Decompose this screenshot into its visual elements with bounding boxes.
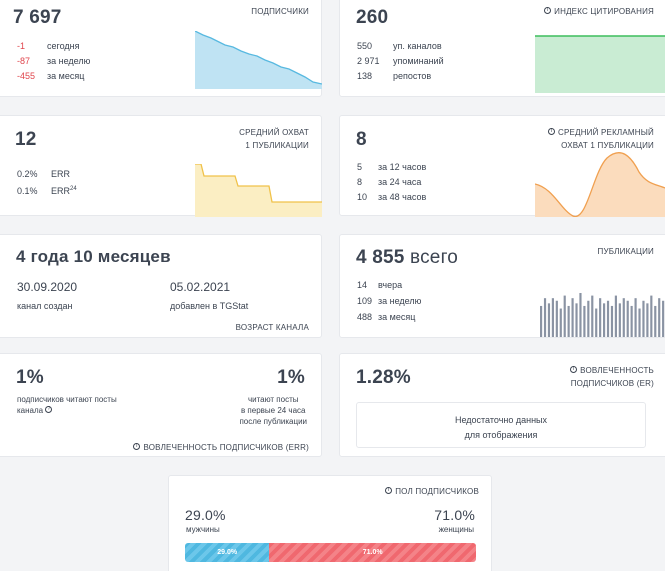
channel-age-label: ВОЗРАСТ КАНАЛА — [235, 323, 309, 332]
ad-reach-row-24h: 8 за 24 часа — [357, 177, 422, 187]
err-card: 1% подписчиков читают посты канала ? 1% ч… — [0, 353, 322, 457]
publication-bar — [567, 305, 570, 337]
publication-bar — [583, 305, 586, 337]
publication-bar — [571, 298, 574, 337]
publications-chart — [540, 293, 665, 337]
err-right-text: читают посты в первые 24 часа после публик… — [239, 395, 307, 426]
info-icon[interactable]: i — [544, 7, 552, 15]
publication-bar — [579, 293, 582, 337]
publication-bar — [599, 298, 602, 337]
publication-bar — [654, 305, 657, 337]
publication-bar — [646, 303, 649, 337]
publication-bar — [658, 298, 661, 337]
publications-row-month: 488 за месяц — [357, 312, 416, 322]
female-bar-segment: 71.0% — [269, 543, 476, 562]
male-label: мужчины — [186, 525, 220, 534]
gender-bar: 29.0% 71.0% — [185, 543, 476, 562]
publication-bar — [638, 308, 641, 337]
publication-bar — [634, 298, 637, 337]
publication-bar — [563, 295, 566, 337]
subscribers-chart — [195, 31, 322, 89]
channel-age-card: 4 года 10 месяцев 30.09.2020 канал созда… — [0, 234, 322, 338]
help-icon[interactable]: ? — [45, 406, 53, 414]
publications-row-week: 109 за неделю — [357, 296, 422, 306]
citation-row-reposts: 138 репостов — [357, 71, 432, 81]
subscribers-card: 7 697 ПОДПИСЧИКИ -1 сегодня -87 за неделю … — [0, 0, 322, 97]
er-label: i ВОВЛЕЧЕННОСТЬ ПОДПИСЧИКОВ (ER) — [570, 366, 654, 388]
reach-chart — [195, 164, 322, 217]
subscribers-label: ПОДПИСЧИКИ — [251, 7, 309, 16]
subscribers-row-today: -1 сегодня — [17, 41, 80, 51]
citation-label: i ИНДЕКС ЦИТИРОВАНИЯ — [544, 5, 654, 18]
publications-count: 4 855 всего — [356, 247, 459, 268]
publications-card: 4 855 всего ПУБЛИКАЦИИ 14 вчера 109 за нед… — [339, 234, 665, 338]
info-icon[interactable]: i — [385, 487, 393, 495]
publication-bar — [630, 305, 633, 337]
publication-bar — [603, 303, 606, 337]
ad-reach-count: 8 — [356, 129, 367, 150]
publications-label: ПУБЛИКАЦИИ — [597, 247, 654, 256]
citation-count: 260 — [356, 7, 389, 28]
reach-count: 12 — [15, 129, 37, 150]
err-left-value: 1% — [16, 367, 44, 388]
ad-reach-label: i СРЕДНИЙ РЕКЛАМНЫЙ ОХВАТ 1 ПУБЛИКАЦИИ — [548, 126, 654, 152]
citation-card: 260 i ИНДЕКС ЦИТИРОВАНИЯ 550 уп. каналов 2… — [339, 0, 665, 97]
publications-row-yesterday: 14 вчера — [357, 280, 403, 290]
citation-chart — [535, 35, 665, 93]
info-icon[interactable]: i — [570, 366, 578, 374]
created-date: 30.09.2020 — [17, 280, 78, 294]
publication-bar — [614, 295, 617, 337]
err-left-text: подписчиков читают посты канала ? — [17, 395, 117, 415]
er-card: 1.28% i ВОВЛЕЧЕННОСТЬ ПОДПИСЧИКОВ (ER) Нед… — [339, 353, 665, 457]
subscribers-row-month: -455 за месяц — [17, 71, 85, 81]
publication-bar — [543, 298, 547, 337]
subscribers-count: 7 697 — [13, 7, 62, 28]
gender-label: i ПОЛ ПОДПИСЧИКОВ — [385, 485, 479, 498]
publication-bar — [591, 295, 594, 337]
reach-row-err24: 0.1% ERR 24 — [17, 186, 77, 196]
reach-label: СРЕДНИЙ ОХВАТ 1 ПУБЛИКАЦИИ — [239, 128, 309, 150]
err-label: i ВОВЛЕЧЕННОСТЬ ПОДПИСЧИКОВ (ERR) — [133, 441, 309, 454]
male-bar-segment: 29.0% — [185, 543, 270, 562]
publication-bar — [650, 295, 653, 337]
publication-bar — [587, 300, 590, 337]
added-label: добавлен в TGStat — [170, 301, 249, 311]
ad-reach-row-12h: 5 за 12 часов — [357, 162, 427, 172]
err-right-value: 1% — [277, 367, 305, 388]
channel-age-value: 4 года 10 месяцев — [16, 247, 171, 266]
created-label: канал создан — [17, 301, 73, 311]
reach-row-err: 0.2% ERR — [17, 169, 71, 179]
publication-bar — [540, 305, 543, 337]
info-icon[interactable]: i — [133, 443, 141, 451]
publication-bar — [642, 300, 645, 337]
citation-row-channels: 550 уп. каналов — [357, 41, 442, 51]
male-value: 29.0% — [185, 507, 226, 523]
ad-reach-row-48h: 10 за 48 часов — [357, 192, 427, 202]
female-value: 71.0% — [434, 507, 475, 523]
added-date: 05.02.2021 — [170, 280, 231, 294]
publication-bar — [626, 300, 629, 337]
publication-bar — [595, 308, 598, 337]
subscribers-row-week: -87 за неделю — [17, 56, 91, 66]
publication-bar — [551, 298, 554, 337]
female-label: женщины — [438, 525, 474, 534]
publication-bar — [606, 300, 610, 337]
publication-bar — [575, 303, 578, 337]
publication-bar — [610, 305, 614, 337]
publication-bar — [622, 298, 625, 337]
citation-row-mentions: 2 971 упоминаний — [357, 56, 444, 66]
er-value: 1.28% — [356, 367, 411, 388]
publication-bar — [618, 303, 621, 337]
info-icon[interactable]: i — [548, 128, 556, 136]
publication-bar — [555, 300, 558, 337]
publication-bar — [547, 303, 551, 337]
ad-reach-card: 8 i СРЕДНИЙ РЕКЛАМНЫЙ ОХВАТ 1 ПУБЛИКАЦИИ 5… — [339, 115, 665, 217]
reach-card: 12 СРЕДНИЙ ОХВАТ 1 ПУБЛИКАЦИИ 0.2% ERR 0.1… — [0, 115, 322, 217]
ad-reach-chart — [535, 152, 665, 217]
publication-bar — [662, 300, 665, 337]
er-empty-state: Недостаточно данных для отображения — [356, 402, 646, 448]
publication-bar — [559, 308, 562, 337]
gender-card: i ПОЛ ПОДПИСЧИКОВ 29.0% мужчины 71.0% жен… — [168, 475, 492, 571]
